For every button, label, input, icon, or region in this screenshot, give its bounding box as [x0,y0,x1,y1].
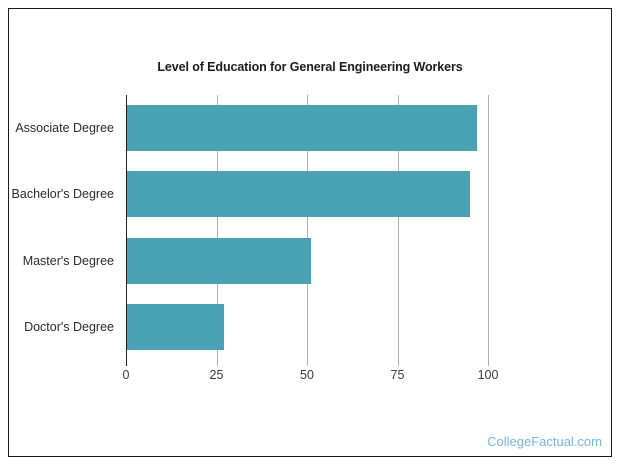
x-tick-mark [126,360,127,366]
y-tick-label: Doctor's Degree [24,319,114,334]
x-gridline [126,95,127,360]
x-gridline [216,95,218,360]
x-gridline [397,95,399,360]
x-tick-mark [216,360,218,366]
y-tick-label: Bachelor's Degree [11,187,114,202]
y-tick-label: Master's Degree [22,253,114,268]
collegefactual-watermark: CollegeFactual.com [487,434,602,449]
plot-area [126,95,489,366]
x-tick-label: 75 [390,368,405,382]
y-axis-labels: Associate Degree Bachelor's Degree Master'… [0,0,126,465]
x-tick-label: 50 [300,368,314,382]
bar [126,237,311,284]
y-tick-label: Associate Degree [15,121,114,136]
x-tick-label: 100 [477,368,499,382]
x-gridline [307,95,308,360]
bar [126,105,478,152]
chart-title: Level of Education for General Engineeri… [157,60,463,74]
bar [126,303,224,350]
bar [126,171,470,218]
x-tick-mark [307,360,308,366]
x-tick-mark [397,360,399,366]
x-tick-label: 0 [122,368,130,382]
x-gridline [488,95,489,360]
x-tick-mark [488,360,489,366]
x-tick-label: 25 [209,368,224,382]
